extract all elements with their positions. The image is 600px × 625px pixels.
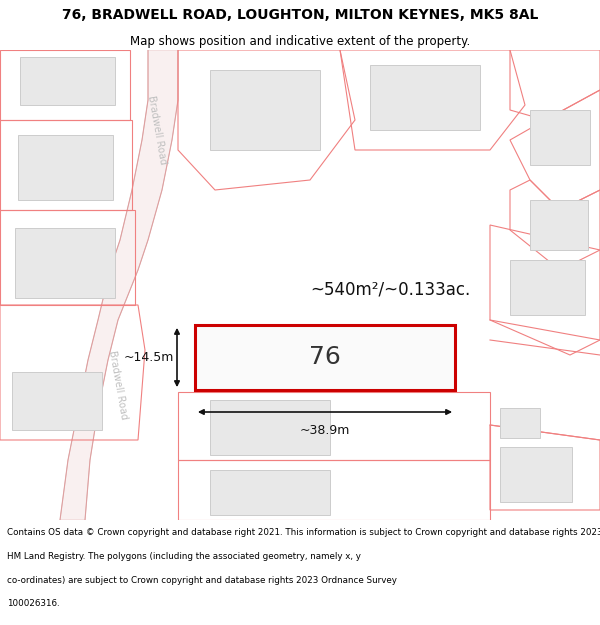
Text: ~14.5m: ~14.5m bbox=[124, 351, 174, 364]
Bar bbox=[510, 260, 585, 315]
Polygon shape bbox=[60, 50, 178, 520]
Bar bbox=[12, 372, 102, 430]
Text: Bradwell Road: Bradwell Road bbox=[107, 349, 129, 421]
Bar bbox=[500, 447, 572, 502]
Text: Bradwell Road: Bradwell Road bbox=[146, 94, 168, 166]
Bar bbox=[530, 200, 588, 250]
Bar bbox=[210, 470, 330, 515]
Bar bbox=[200, 330, 309, 385]
Text: HM Land Registry. The polygons (including the associated geometry, namely x, y: HM Land Registry. The polygons (includin… bbox=[7, 552, 361, 561]
Bar bbox=[20, 57, 115, 105]
Bar bbox=[500, 408, 540, 438]
Text: co-ordinates) are subject to Crown copyright and database rights 2023 Ordnance S: co-ordinates) are subject to Crown copyr… bbox=[7, 576, 397, 584]
Bar bbox=[210, 400, 330, 455]
Bar bbox=[370, 65, 480, 130]
Text: 76, BRADWELL ROAD, LOUGHTON, MILTON KEYNES, MK5 8AL: 76, BRADWELL ROAD, LOUGHTON, MILTON KEYN… bbox=[62, 8, 538, 22]
Text: ~38.9m: ~38.9m bbox=[300, 424, 350, 436]
Bar bbox=[15, 228, 115, 298]
Bar bbox=[210, 70, 320, 150]
Text: 100026316.: 100026316. bbox=[7, 599, 60, 608]
Bar bbox=[530, 110, 590, 165]
Text: ~540m²/~0.133ac.: ~540m²/~0.133ac. bbox=[310, 281, 470, 299]
Text: 76: 76 bbox=[309, 346, 341, 369]
Text: Map shows position and indicative extent of the property.: Map shows position and indicative extent… bbox=[130, 34, 470, 48]
Bar bbox=[195, 325, 455, 390]
Text: Contains OS data © Crown copyright and database right 2021. This information is : Contains OS data © Crown copyright and d… bbox=[7, 528, 600, 538]
Bar bbox=[18, 135, 113, 200]
